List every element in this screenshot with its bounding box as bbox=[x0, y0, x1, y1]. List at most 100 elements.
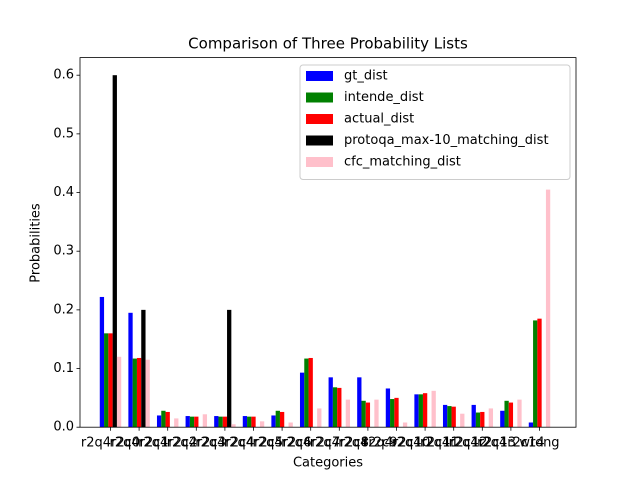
bar bbox=[328, 377, 333, 428]
bar bbox=[418, 394, 423, 428]
bar bbox=[528, 422, 534, 428]
x-tick-label: r2q4r2c5 bbox=[224, 436, 283, 451]
bar bbox=[480, 411, 485, 428]
legend-label: intende_dist bbox=[344, 90, 424, 105]
bar bbox=[500, 410, 505, 428]
bar bbox=[517, 399, 522, 428]
bar bbox=[174, 418, 179, 428]
bar bbox=[451, 406, 456, 428]
bar bbox=[279, 411, 285, 428]
bar bbox=[471, 404, 476, 428]
x-tick-label: r2q4r2c11 bbox=[391, 436, 458, 451]
chart-title: Comparison of Three Probability Lists bbox=[188, 35, 468, 53]
bar bbox=[390, 399, 395, 428]
bar bbox=[504, 400, 509, 428]
bar bbox=[537, 318, 542, 428]
bar bbox=[394, 397, 399, 428]
bar bbox=[116, 356, 122, 428]
bar bbox=[194, 416, 199, 428]
x-tick-label: r2q4r2c14 bbox=[477, 436, 544, 451]
bar bbox=[422, 393, 428, 428]
bar bbox=[533, 320, 538, 428]
bar bbox=[357, 377, 362, 428]
bar bbox=[247, 416, 252, 428]
bar bbox=[475, 412, 481, 428]
bar bbox=[365, 402, 371, 428]
legend-swatch bbox=[306, 157, 333, 167]
x-axis-label: Categories bbox=[293, 456, 363, 471]
bar bbox=[304, 358, 309, 428]
bar bbox=[145, 359, 150, 428]
bar bbox=[431, 390, 436, 428]
y-tick-label: 0.4 bbox=[53, 185, 74, 200]
x-tick-label: r2q4r2c9 bbox=[338, 436, 397, 451]
bar bbox=[99, 296, 105, 428]
x-tick-label: r2q4r2c6 bbox=[253, 436, 312, 451]
bar bbox=[104, 333, 109, 428]
bar bbox=[251, 416, 256, 428]
x-tick-label: r2q4r2c0 bbox=[81, 436, 140, 451]
bar bbox=[460, 413, 465, 428]
y-tick-label: 0.6 bbox=[53, 68, 74, 83]
bar bbox=[361, 400, 366, 428]
bar bbox=[165, 411, 170, 428]
y-tick-label: 0.3 bbox=[53, 244, 74, 259]
bar bbox=[185, 416, 190, 428]
bar bbox=[112, 75, 117, 428]
y-tick-label: 0.2 bbox=[53, 302, 74, 317]
x-tick-label: r2q4r2c7 bbox=[281, 436, 340, 451]
bar bbox=[488, 408, 494, 428]
bar bbox=[231, 424, 236, 428]
x-tick-label: r2q4r2c12 bbox=[420, 436, 487, 451]
x-tick-label: r2q4r2c8 bbox=[310, 436, 369, 451]
y-tick-label: 0.0 bbox=[53, 420, 74, 435]
bar bbox=[136, 357, 142, 428]
bar bbox=[227, 309, 232, 428]
bar bbox=[288, 422, 293, 428]
x-tick-label: r2q4r2c13 bbox=[449, 436, 516, 451]
bar bbox=[242, 416, 248, 428]
bar bbox=[275, 410, 280, 428]
legend-swatch bbox=[306, 114, 333, 124]
bar bbox=[332, 387, 338, 428]
bar bbox=[132, 358, 137, 428]
bar bbox=[214, 416, 219, 428]
legend-label: cfc_matching_dist bbox=[344, 155, 461, 170]
bar bbox=[271, 415, 276, 428]
x-tick-label: r2q4r2c1 bbox=[110, 436, 169, 451]
y-axis-label: Probabilities bbox=[29, 203, 44, 283]
bar bbox=[414, 394, 419, 428]
plot-frame bbox=[79, 57, 577, 428]
legend-label: protoqa_max-10_matching_dist bbox=[344, 133, 549, 148]
bar bbox=[299, 372, 305, 428]
bar bbox=[402, 422, 408, 428]
bar bbox=[202, 414, 208, 428]
bar bbox=[345, 399, 351, 428]
bar bbox=[447, 406, 452, 428]
x-tick-label: r2q4r2c2 bbox=[138, 436, 197, 451]
bar bbox=[442, 404, 448, 428]
bar bbox=[189, 416, 195, 428]
legend-swatch bbox=[306, 92, 333, 103]
legend-label: actual_dist bbox=[344, 112, 414, 127]
y-tick-label: 0.5 bbox=[53, 126, 74, 141]
bar bbox=[128, 312, 133, 428]
legend-swatch bbox=[306, 135, 333, 146]
bar bbox=[141, 309, 146, 428]
y-tick-label: 0.1 bbox=[53, 361, 74, 376]
legend-swatch bbox=[306, 71, 333, 81]
bar bbox=[508, 402, 514, 428]
bar bbox=[259, 421, 265, 428]
bar bbox=[337, 387, 342, 428]
x-tick-label: wrong bbox=[519, 436, 559, 451]
bar bbox=[222, 416, 228, 428]
bar bbox=[545, 189, 551, 428]
bar bbox=[156, 415, 162, 428]
bar bbox=[374, 399, 379, 428]
bar bbox=[161, 410, 166, 428]
bar bbox=[218, 416, 223, 428]
x-tick-label: r2q4r2c10 bbox=[363, 436, 430, 451]
x-tick-label: r2q4r2c4 bbox=[195, 436, 254, 451]
bar bbox=[308, 357, 313, 428]
